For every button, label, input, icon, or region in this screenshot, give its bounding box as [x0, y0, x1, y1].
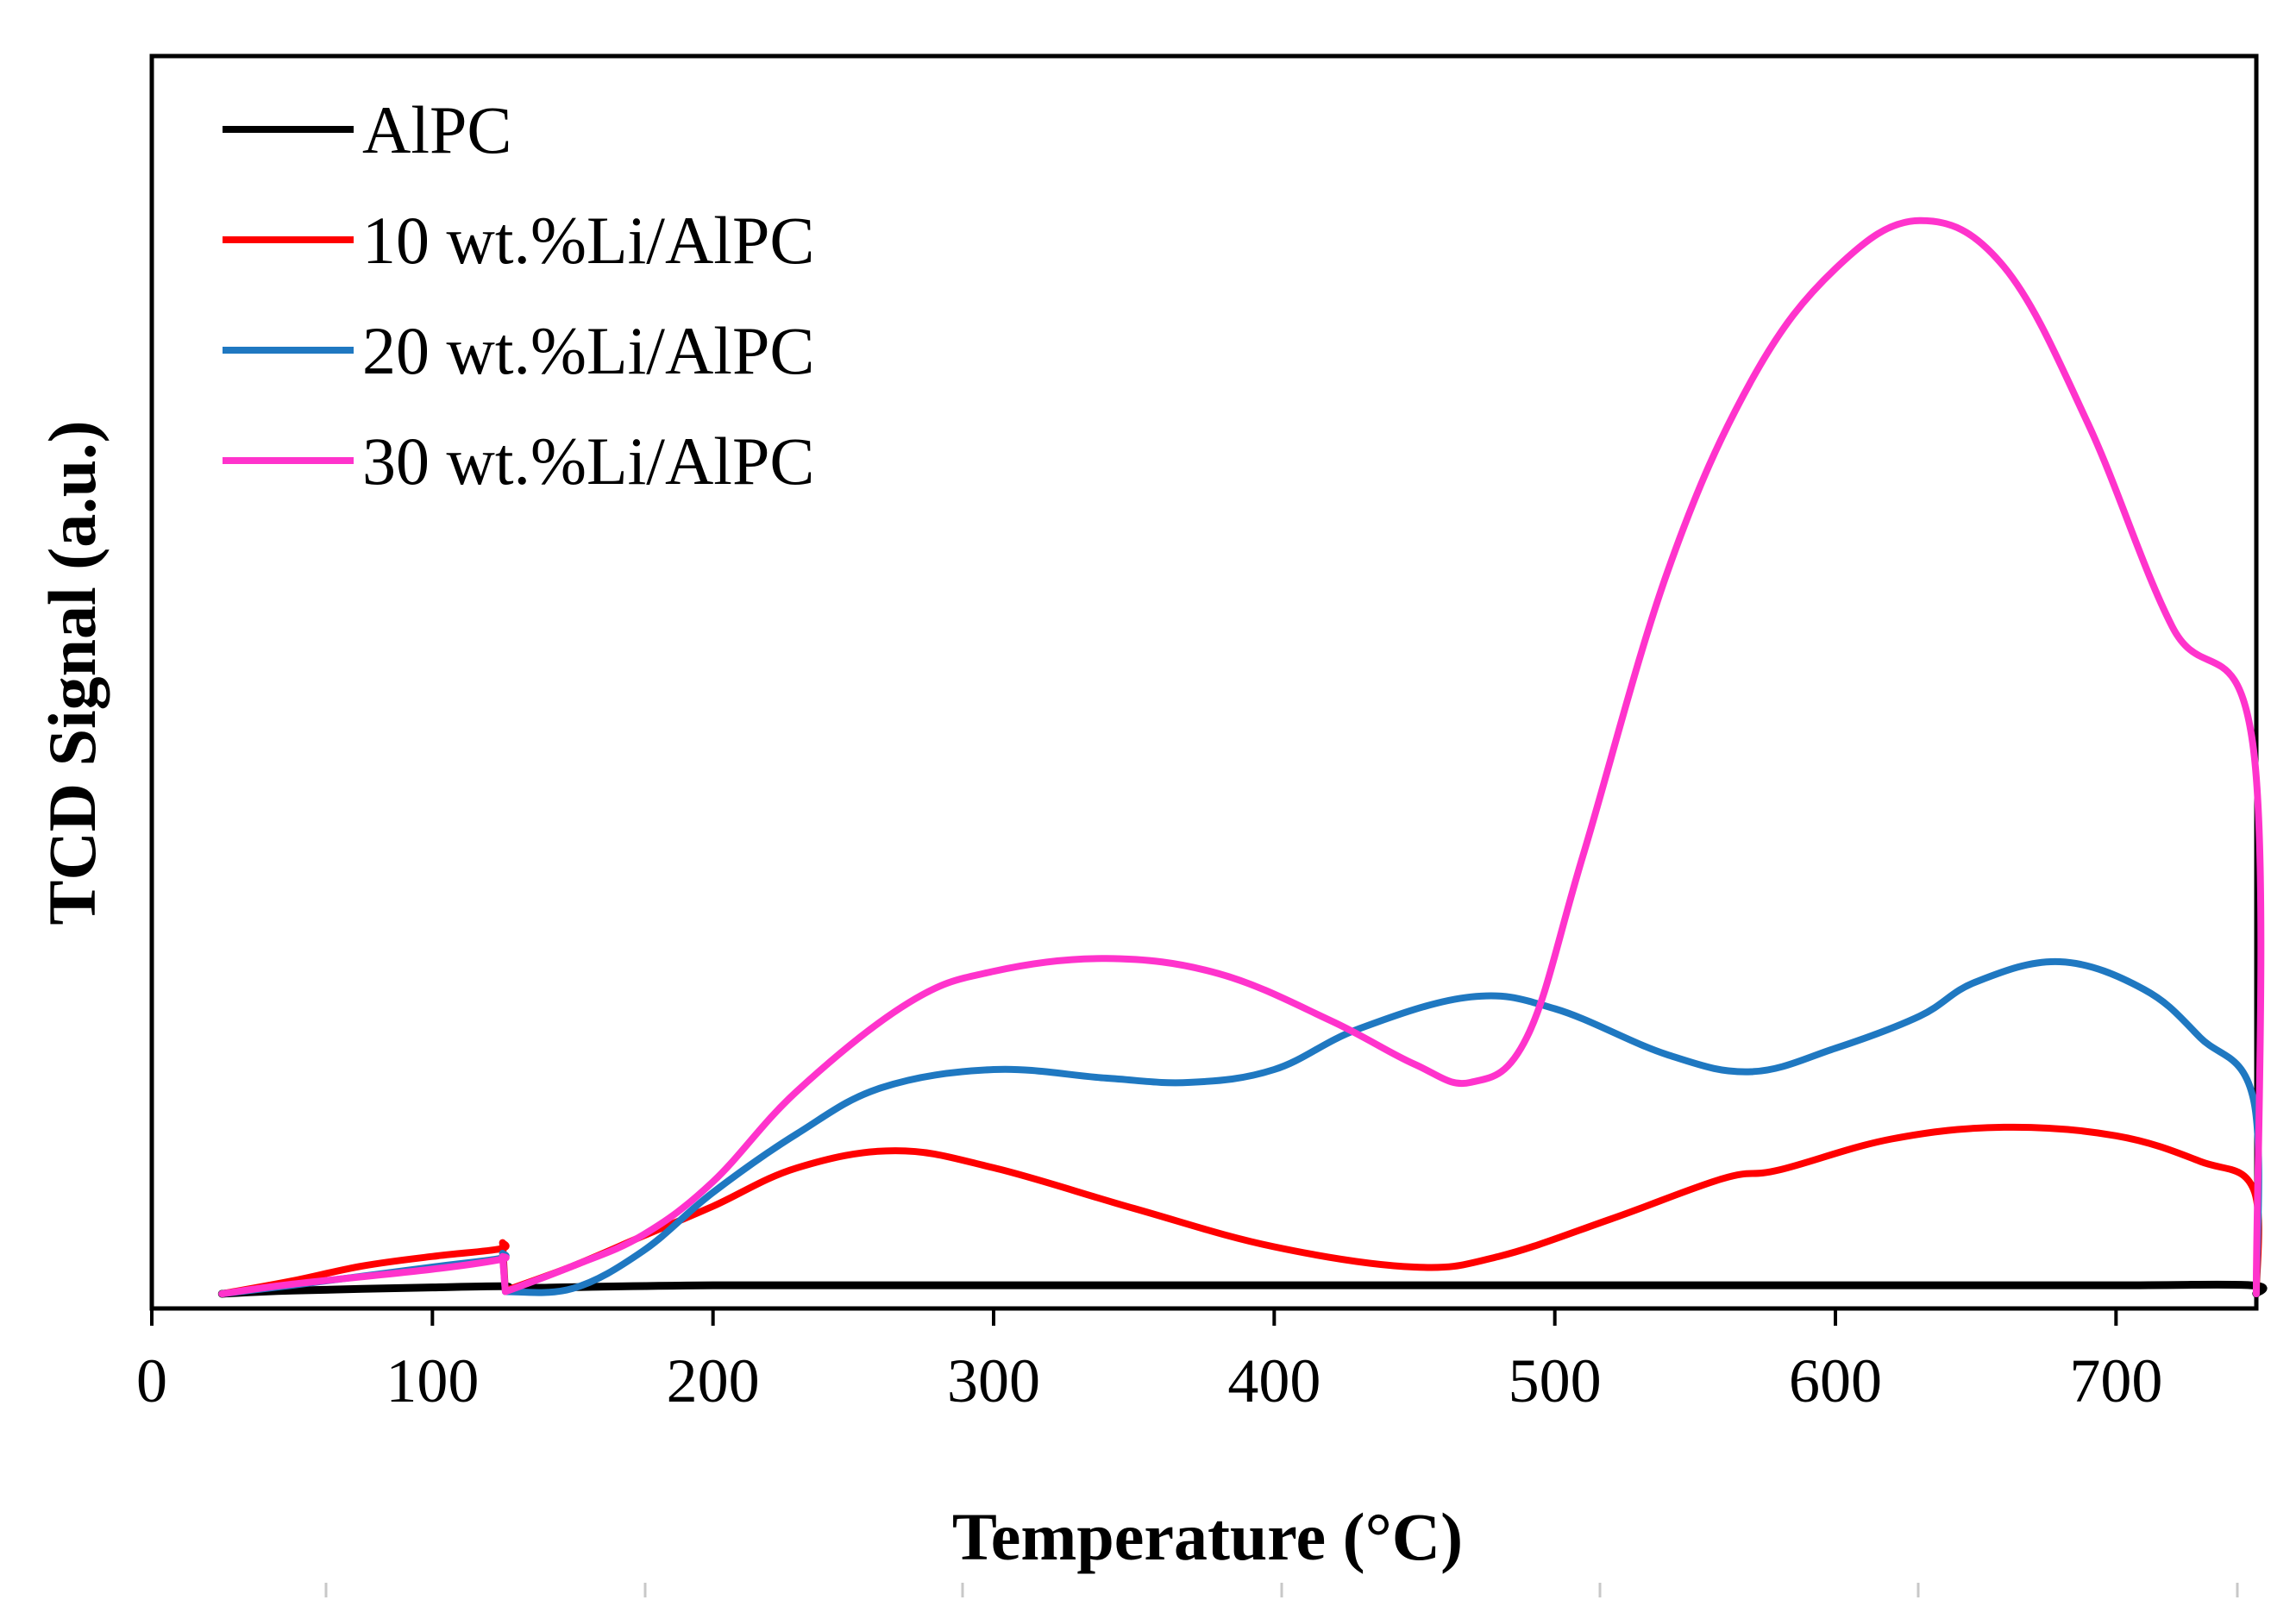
legend-label-2: 20 wt.%Li/AlPC: [362, 313, 814, 388]
x-tick-label: 700: [2069, 1346, 2162, 1415]
series-layer: [217, 216, 2268, 1298]
legend-label-3: 30 wt.%Li/AlPC: [362, 424, 814, 499]
series-line-3: [218, 216, 2265, 1297]
x-tick-label: 100: [386, 1346, 479, 1415]
legend-label-1: 10 wt.%Li/AlPC: [362, 203, 814, 278]
x-axis: 0 100 200 300 400 500 600 700: [136, 1308, 2162, 1415]
x-tick-label: 200: [667, 1346, 760, 1415]
y-axis-title: TCD Signal (a.u.): [35, 420, 110, 925]
legend-label-0: AlPC: [362, 92, 511, 167]
plot-frame: [149, 53, 2259, 1311]
decorative-bottom-ticks: [324, 1583, 2239, 1597]
x-tick-label: 500: [1509, 1346, 1602, 1415]
x-axis-title: Temperature (°C): [952, 1499, 1463, 1574]
x-tick-label: 300: [947, 1346, 1040, 1415]
x-tick-label: 600: [1789, 1346, 1882, 1415]
x-tick-label: 0: [136, 1346, 167, 1415]
legend: AlPC 10 wt.%Li/AlPC 20 wt.%Li/AlPC 30 wt.%L…: [223, 92, 814, 499]
x-tick-label: 400: [1227, 1346, 1321, 1415]
